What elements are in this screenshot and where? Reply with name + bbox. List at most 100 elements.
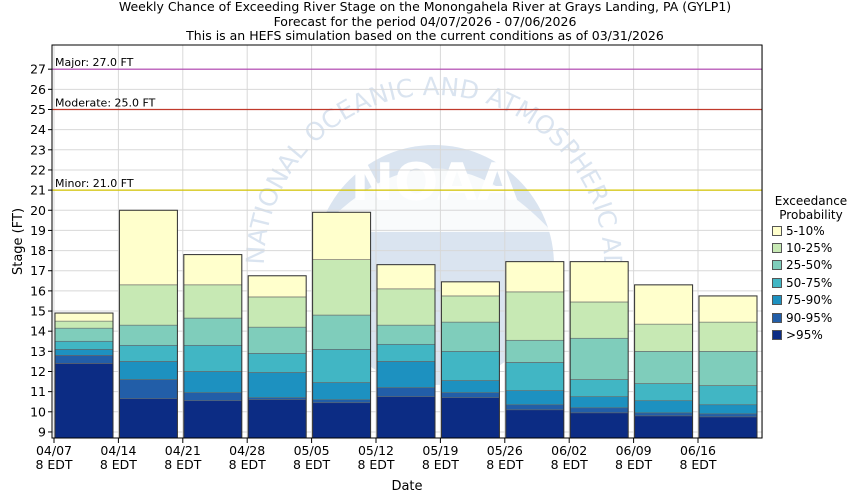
- legend-swatch: [772, 243, 782, 254]
- week-bar: [440, 281, 500, 439]
- bar-segment: [634, 400, 693, 414]
- bar-segment: [376, 288, 436, 326]
- bar-segment: [247, 372, 307, 398]
- bar-segment: [505, 404, 565, 411]
- bar-segment: [376, 361, 436, 388]
- y-tick-label: 13: [30, 344, 46, 359]
- week-bar: [247, 275, 307, 439]
- x-tick-label-date: 06/16: [680, 443, 716, 458]
- title-line-2: Forecast for the period 04/07/2026 - 07/…: [273, 13, 577, 29]
- legend-title-line-2: Probability: [779, 208, 843, 222]
- y-axis-label: Stage (FT): [11, 208, 26, 275]
- bar-segment: [312, 211, 371, 260]
- bar-segment: [183, 392, 243, 402]
- legend-swatch: [772, 277, 782, 288]
- bar-segment: [54, 340, 114, 350]
- y-tick-label: 18: [30, 243, 46, 258]
- legend-swatch: [772, 312, 782, 323]
- bar-segment: [634, 415, 693, 439]
- x-tick-label-time: 8 EDT: [164, 457, 201, 472]
- week-bar: [183, 254, 243, 439]
- bar-segment: [247, 326, 307, 354]
- bar-segment: [247, 296, 307, 328]
- flood-level-label: Major: 27.0 FT: [55, 56, 134, 69]
- bar-segment: [441, 281, 500, 297]
- bar-segment: [698, 321, 758, 352]
- bar-segment: [441, 295, 500, 323]
- bar-segment: [247, 397, 307, 401]
- chart-title: Weekly Chance of Exceeding River Stage o…: [0, 0, 850, 44]
- bar-segment: [441, 380, 500, 393]
- x-tick-label-date: 04/14: [100, 443, 136, 458]
- x-tick-label-date: 05/05: [294, 443, 330, 458]
- legend-swatch: [772, 260, 782, 271]
- x-tick-label-time: 8 EDT: [551, 457, 588, 472]
- flood-level-label: Minor: 21.0 FT: [55, 177, 134, 190]
- legend-items: 5-10% 10-25% 25-50% 50-75% 75-90% 90-95% >95%: [770, 222, 850, 344]
- x-axis-label: Date: [391, 479, 422, 494]
- bar-segment: [698, 295, 758, 323]
- bar-segment: [119, 361, 178, 380]
- bar-segment: [183, 371, 243, 393]
- bar-segment: [634, 351, 693, 384]
- x-tick-label-time: 8 EDT: [229, 457, 266, 472]
- bar-segment: [119, 209, 178, 286]
- y-tick-label: 26: [30, 82, 46, 97]
- x-tick-label-date: 06/02: [551, 443, 587, 458]
- bar-segment: [247, 275, 307, 298]
- bar-segment: [441, 321, 500, 352]
- bar-segment: [183, 344, 243, 372]
- bar-segment: [119, 284, 178, 326]
- bar-segment: [376, 324, 436, 345]
- x-tick-label-date: 04/21: [165, 443, 201, 458]
- y-tick-label: 27: [30, 62, 46, 77]
- legend-label: 10-25%: [786, 241, 833, 256]
- y-tick-label: 20: [30, 203, 46, 218]
- x-tick-label-time: 8 EDT: [422, 457, 459, 472]
- bar-segment: [183, 284, 243, 319]
- plot-frame: [51, 44, 763, 439]
- y-tick-label: 17: [30, 263, 46, 278]
- bar-segment: [441, 392, 500, 398]
- y-tick-label: 9: [38, 424, 46, 439]
- x-tick-label-date: 04/28: [229, 443, 265, 458]
- legend-label: 5-10%: [786, 223, 825, 238]
- bar-segment: [312, 314, 371, 350]
- legend-title-line-1: Exceedance: [774, 194, 848, 208]
- week-bar: [54, 312, 114, 439]
- bar-segment: [505, 261, 565, 293]
- bar-segment: [505, 390, 565, 406]
- legend-swatch: [772, 225, 782, 236]
- bar-segment: [569, 337, 629, 380]
- bar-segment: [441, 351, 500, 381]
- bar-segment: [247, 399, 307, 439]
- bar-segment: [569, 412, 629, 439]
- bar-segment: [698, 351, 758, 386]
- bar-segment: [376, 343, 436, 362]
- legend-item: 10-25%: [770, 239, 850, 256]
- week-bar: [698, 295, 758, 439]
- y-tick-label: 11: [30, 384, 46, 399]
- legend-swatch: [772, 295, 782, 306]
- x-tick-label-date: 05/19: [422, 443, 458, 458]
- bar-segment: [54, 363, 114, 439]
- y-tick-label: 21: [30, 183, 46, 198]
- bar-segment: [505, 409, 565, 439]
- bar-segment: [119, 398, 178, 439]
- y-tick-label: 23: [30, 142, 46, 157]
- bar-segment: [183, 254, 243, 286]
- bar-segment: [634, 383, 693, 402]
- bar-segment: [505, 339, 565, 363]
- bar-segment: [312, 382, 371, 401]
- legend: Exceedance Probability 5-10% 10-25% 25-50%…: [770, 194, 850, 344]
- bar-segment: [569, 407, 629, 414]
- bar-segment: [698, 385, 758, 406]
- x-tick-label-time: 8 EDT: [100, 457, 137, 472]
- y-tick-label: 24: [30, 122, 46, 137]
- flood-level-label: Moderate: 25.0 FT: [55, 96, 156, 109]
- bar-segment: [119, 324, 178, 346]
- x-tick-label-time: 8 EDT: [486, 457, 523, 472]
- legend-item: 90-95%: [770, 309, 850, 326]
- flood-lines: Major: 27.0 FT Moderate: 25.0 FT Minor: 21…: [52, 56, 762, 191]
- x-tick-label-time: 8 EDT: [679, 457, 716, 472]
